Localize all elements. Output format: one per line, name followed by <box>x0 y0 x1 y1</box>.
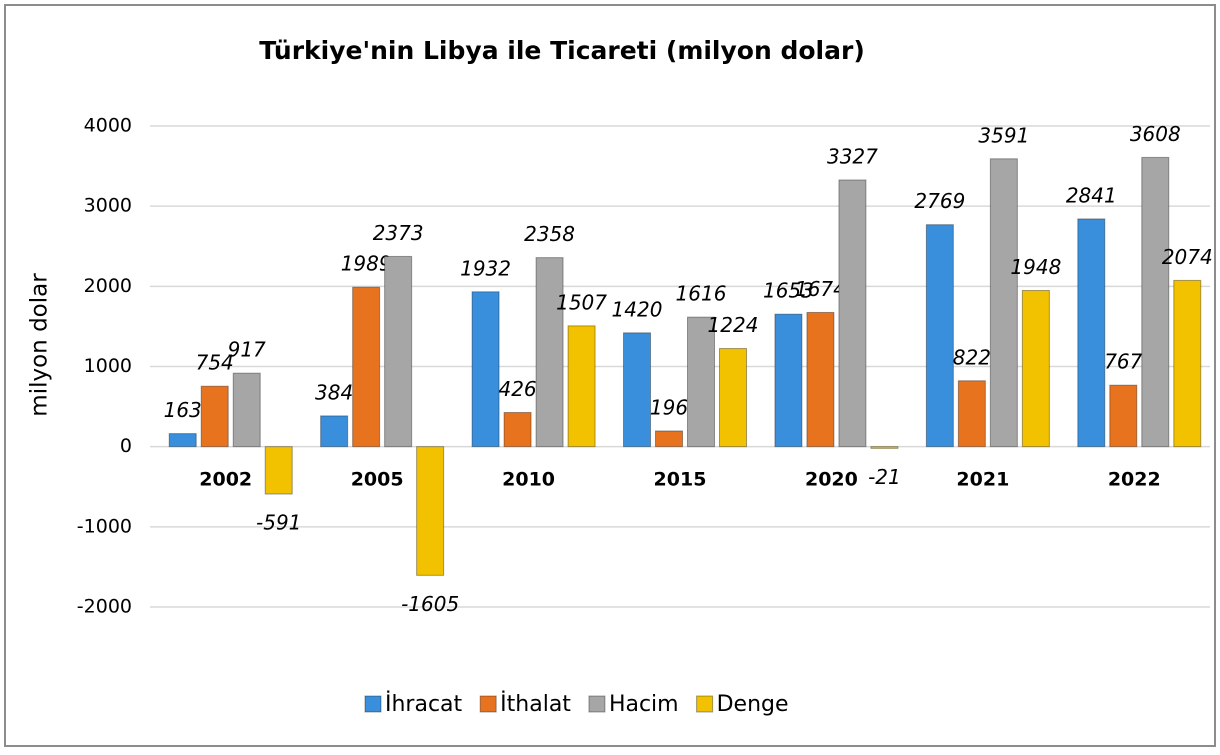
bar <box>352 286 381 448</box>
value-label: 1507 <box>556 290 607 314</box>
bar <box>687 316 715 448</box>
value-label: -21 <box>868 465 901 489</box>
bar <box>957 380 986 448</box>
value-label: -591 <box>256 511 301 535</box>
legend-swatch <box>479 695 497 713</box>
chart-title: Türkiye'nin Libya ile Ticareti (milyon d… <box>259 36 865 65</box>
x-tick-label: 2021 <box>956 469 1009 491</box>
value-label: 1989 <box>341 252 392 276</box>
bar <box>1141 156 1170 448</box>
bar <box>503 412 532 448</box>
bar <box>925 224 954 448</box>
y-tick-label: 2000 <box>84 275 132 297</box>
bar <box>870 446 899 449</box>
value-label: 2769 <box>914 189 965 213</box>
bar <box>232 372 261 448</box>
value-label: 1616 <box>676 282 727 306</box>
x-tick-label: 2010 <box>502 469 555 491</box>
legend-swatch <box>588 695 606 713</box>
y-tick-label: -1000 <box>77 515 132 537</box>
bar <box>623 332 651 448</box>
value-label: 3327 <box>827 144 878 168</box>
y-tick-label: 4000 <box>84 115 132 137</box>
value-label: 1674 <box>795 277 846 301</box>
x-tick-label: 2020 <box>805 469 858 491</box>
value-label: 426 <box>498 377 536 401</box>
x-tick-label: 2005 <box>351 469 404 491</box>
y-tick-label: -2000 <box>77 596 132 618</box>
bar <box>774 313 803 448</box>
bar <box>1021 290 1050 448</box>
bar <box>655 430 683 448</box>
legend-swatch <box>696 695 714 713</box>
y-axis-label: milyon dolar <box>27 273 53 417</box>
bar <box>264 446 293 495</box>
x-tick-label: 2002 <box>199 469 252 491</box>
bar <box>416 446 445 576</box>
value-label: 196 <box>650 395 688 419</box>
bar <box>989 158 1018 448</box>
value-label: 1420 <box>612 297 663 321</box>
y-tick-label: 1000 <box>84 355 132 377</box>
x-tick-label: 2015 <box>654 469 707 491</box>
bar <box>806 311 835 448</box>
value-label: 3608 <box>1130 122 1181 146</box>
value-label: 3591 <box>978 123 1029 147</box>
value-label: 2358 <box>524 222 575 246</box>
value-label: 1224 <box>708 313 759 337</box>
value-label: 2373 <box>373 221 424 245</box>
value-label: 1932 <box>460 256 511 280</box>
legend-swatch <box>364 695 382 713</box>
legend-label: Denge <box>717 692 789 717</box>
value-label: 917 <box>228 338 266 362</box>
bar <box>1173 279 1202 448</box>
value-label: 2074 <box>1162 245 1213 269</box>
bar <box>838 179 867 448</box>
bar <box>320 415 349 448</box>
value-label: -1605 <box>401 592 459 616</box>
value-label: 1653 <box>763 279 814 303</box>
value-label: 822 <box>953 345 991 369</box>
legend-label: İthalat <box>500 691 571 717</box>
value-label: 1948 <box>1010 255 1061 279</box>
y-tick-label: 3000 <box>84 195 132 217</box>
bar <box>719 348 747 448</box>
value-label: 2841 <box>1066 183 1117 207</box>
bar <box>200 385 229 448</box>
bar <box>567 325 596 448</box>
bar <box>384 255 413 448</box>
bar <box>168 433 197 448</box>
bar <box>1109 384 1138 448</box>
legend-label: Hacim <box>609 692 679 717</box>
value-label: 384 <box>315 380 353 404</box>
legend-label: İhracat <box>385 691 463 717</box>
bar <box>1077 218 1106 448</box>
value-label: 163 <box>164 398 202 422</box>
bar <box>471 291 500 448</box>
y-tick-label: 0 <box>120 435 132 457</box>
value-label: 754 <box>196 351 234 375</box>
x-tick-label: 2022 <box>1108 469 1161 491</box>
value-label: 767 <box>1104 350 1142 374</box>
bar <box>535 257 564 448</box>
